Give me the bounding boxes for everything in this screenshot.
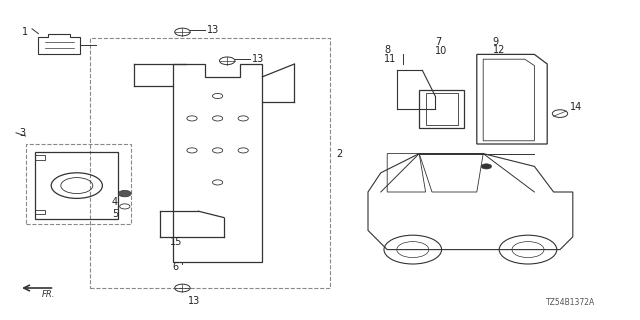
Text: 12: 12 — [493, 44, 505, 55]
Text: 11: 11 — [384, 54, 396, 64]
Bar — [90, 38, 330, 288]
Bar — [26, 144, 131, 224]
Bar — [35, 152, 118, 219]
Text: 8: 8 — [384, 44, 390, 55]
Text: TZ54B1372A: TZ54B1372A — [546, 298, 595, 307]
Text: 14: 14 — [570, 102, 582, 112]
Circle shape — [118, 190, 131, 197]
Bar — [35, 210, 45, 214]
Text: 10: 10 — [435, 46, 447, 56]
Text: 5: 5 — [112, 209, 118, 220]
Text: 7: 7 — [435, 36, 442, 47]
Text: 1: 1 — [22, 27, 29, 37]
Text: 9: 9 — [493, 36, 499, 47]
Text: 13: 13 — [252, 54, 264, 64]
Bar — [426, 93, 458, 125]
Text: FR.: FR. — [42, 290, 55, 299]
Bar — [35, 155, 45, 160]
Text: 13: 13 — [188, 296, 200, 306]
Text: 4: 4 — [112, 196, 118, 207]
Circle shape — [481, 164, 492, 169]
Text: 6: 6 — [173, 262, 179, 272]
Bar — [419, 90, 464, 128]
Text: 13: 13 — [207, 25, 219, 36]
Text: 3: 3 — [19, 128, 26, 138]
Text: 15: 15 — [170, 236, 182, 247]
Text: 2: 2 — [336, 148, 342, 159]
